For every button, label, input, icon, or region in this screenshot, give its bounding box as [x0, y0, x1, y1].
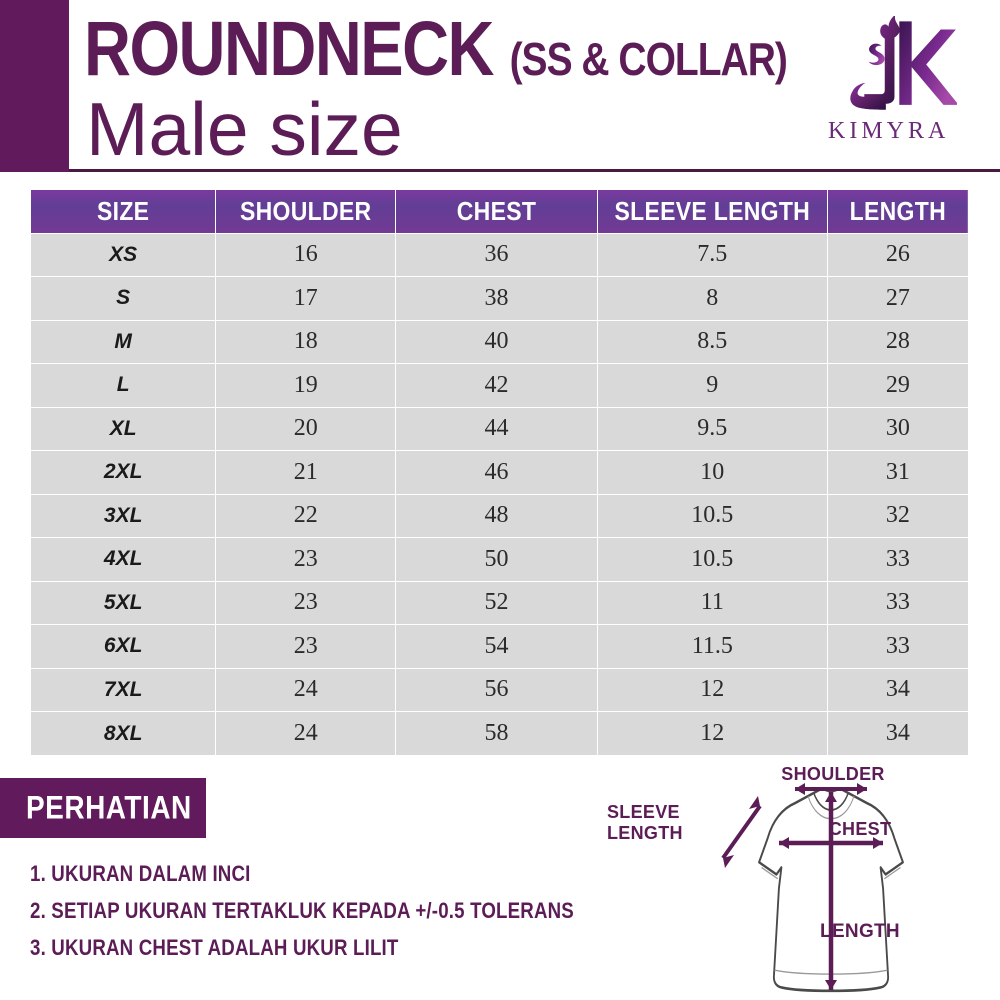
svg-text:LENGTH: LENGTH	[607, 823, 683, 843]
svg-text:SHOULDER: SHOULDER	[781, 764, 884, 784]
svg-text:CHEST: CHEST	[829, 819, 892, 839]
svg-text:SLEEVE: SLEEVE	[607, 802, 680, 822]
svg-text:LENGTH: LENGTH	[820, 921, 900, 942]
